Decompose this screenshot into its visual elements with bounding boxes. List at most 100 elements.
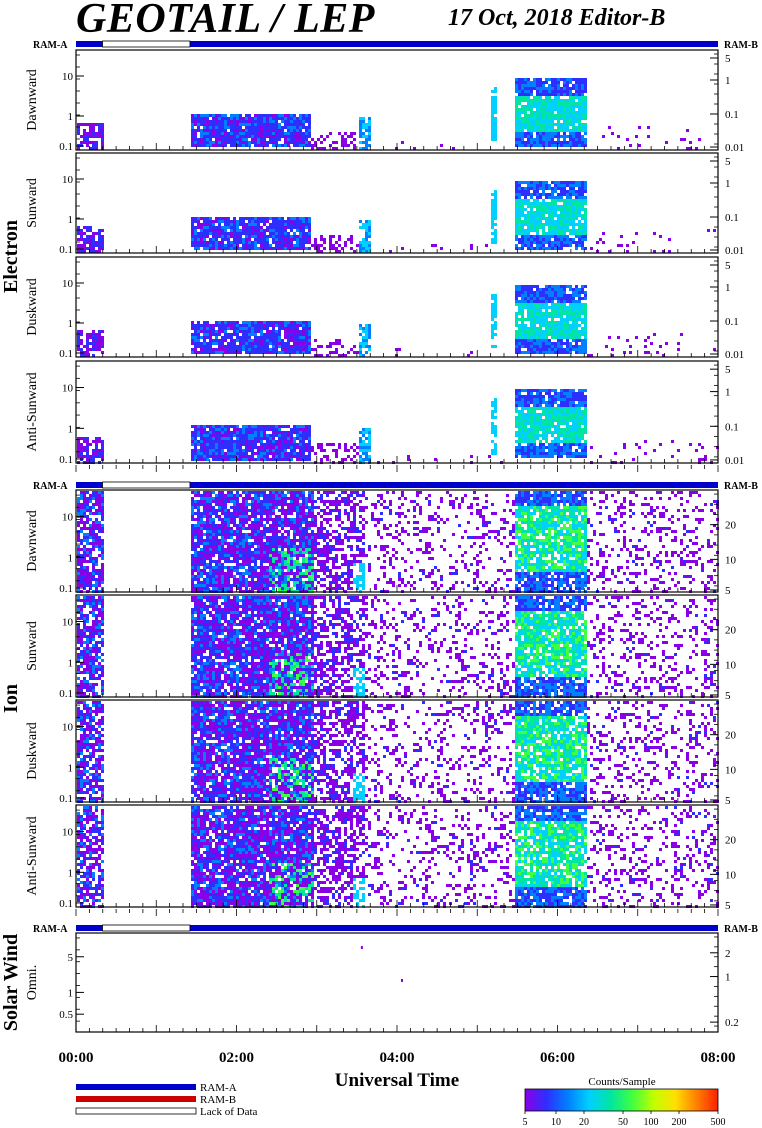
- heatmap-cell: [293, 455, 296, 458]
- heatmap-cell: [77, 512, 80, 515]
- heatmap-cell: [218, 117, 221, 120]
- heatmap-cell: [557, 413, 560, 416]
- heatmap-cell: [563, 321, 566, 324]
- heatmap-cell: [584, 309, 587, 312]
- heatmap-cell: [263, 141, 266, 144]
- heatmap-cell: [551, 244, 554, 247]
- heatmap-cell: [575, 419, 578, 422]
- heatmap-cell: [92, 584, 95, 587]
- heatmap-cell: [233, 324, 236, 327]
- heatmap-cell: [77, 536, 80, 539]
- heatmap-cell: [524, 419, 527, 422]
- heatmap-cell: [218, 330, 221, 333]
- heatmap-cell: [278, 244, 281, 247]
- heatmap-cell: [566, 81, 569, 84]
- heatmap-cell: [584, 108, 587, 111]
- heatmap-cell: [551, 208, 554, 211]
- heatmap-cell: [272, 138, 275, 141]
- heatmap-cell: [575, 455, 578, 458]
- heatmap-cell: [530, 241, 533, 244]
- heatmap-cell: [287, 440, 290, 443]
- heatmap-cell: [575, 315, 578, 318]
- heatmap-cell: [287, 431, 290, 434]
- heatmap-cell: [521, 202, 524, 205]
- heatmap-cell: [527, 416, 530, 419]
- heatmap-cell: [251, 220, 254, 223]
- heatmap-cell: [278, 425, 281, 428]
- heatmap-cell: [566, 348, 569, 351]
- heatmap-cell: [518, 241, 521, 244]
- heatmap-cell: [95, 135, 98, 138]
- heatmap-cell: [569, 93, 572, 96]
- heatmap-cell: [566, 336, 569, 339]
- heatmap-cell: [92, 527, 95, 530]
- heatmap-cell: [521, 187, 524, 190]
- heatmap-cell: [695, 449, 698, 452]
- heatmap-cell: [686, 129, 689, 132]
- heatmap-cell: [353, 345, 356, 348]
- heatmap-cell: [98, 494, 101, 497]
- heatmap-cell: [518, 437, 521, 440]
- heatmap-cell: [551, 132, 554, 135]
- heatmap-cell: [491, 114, 494, 117]
- heatmap-cell: [530, 440, 533, 443]
- heatmap-cell: [308, 238, 311, 241]
- heatmap-cell: [212, 226, 215, 229]
- heatmap-cell: [560, 395, 563, 398]
- heatmap-cell: [518, 211, 521, 214]
- heatmap-cell: [524, 123, 527, 126]
- heatmap-cell: [281, 455, 284, 458]
- heatmap-cell: [491, 199, 494, 202]
- heatmap-cell: [233, 244, 236, 247]
- heatmap-cell: [242, 144, 245, 147]
- heatmap-cell: [581, 434, 584, 437]
- heatmap-cell: [203, 117, 206, 120]
- heatmap-cell: [320, 345, 323, 348]
- heatmap-cell: [194, 330, 197, 333]
- heatmap-cell: [206, 434, 209, 437]
- heatmap-cell: [521, 285, 524, 288]
- heatmap-cell: [599, 238, 602, 241]
- heatmap-cell: [239, 126, 242, 129]
- heatmap-cell: [242, 455, 245, 458]
- heatmap-cell: [296, 437, 299, 440]
- heatmap-cell: [527, 205, 530, 208]
- heatmap-cell: [533, 120, 536, 123]
- heatmap-cell: [308, 235, 311, 238]
- heatmap-cell: [98, 333, 101, 336]
- heatmap-cell: [86, 542, 89, 545]
- heatmap-cell: [248, 437, 251, 440]
- heatmap-cell: [563, 336, 566, 339]
- heatmap-cell: [242, 123, 245, 126]
- heatmap-cell: [248, 229, 251, 232]
- heatmap-cell: [515, 288, 518, 291]
- heatmap-cell: [554, 327, 557, 330]
- heatmap-cell: [527, 428, 530, 431]
- heatmap-cell: [536, 129, 539, 132]
- heatmap-cell: [227, 324, 230, 327]
- heatmap-cell: [551, 336, 554, 339]
- heatmap-cell: [518, 300, 521, 303]
- heatmap-cell: [536, 96, 539, 99]
- heatmap-cell: [536, 401, 539, 404]
- heatmap-cell: [554, 205, 557, 208]
- heatmap-cell: [284, 132, 287, 135]
- heatmap-cell: [215, 232, 218, 235]
- heatmap-cell: [215, 238, 218, 241]
- heatmap-cell: [527, 437, 530, 440]
- heatmap-cell: [233, 117, 236, 120]
- heatmap-cell: [260, 217, 263, 220]
- heatmap-cell: [233, 241, 236, 244]
- heatmap-cell: [575, 196, 578, 199]
- heatmap-cell: [77, 503, 80, 506]
- heatmap-cell: [362, 226, 365, 229]
- heatmap-cell: [101, 229, 104, 232]
- heatmap-cell: [260, 327, 263, 330]
- heatmap-cell: [557, 321, 560, 324]
- left-tick-label: 1: [68, 214, 74, 226]
- heatmap-cell: [86, 342, 89, 345]
- heatmap-cell: [578, 395, 581, 398]
- heatmap-cell: [569, 455, 572, 458]
- heatmap-cell: [215, 431, 218, 434]
- heatmap-cell: [530, 114, 533, 117]
